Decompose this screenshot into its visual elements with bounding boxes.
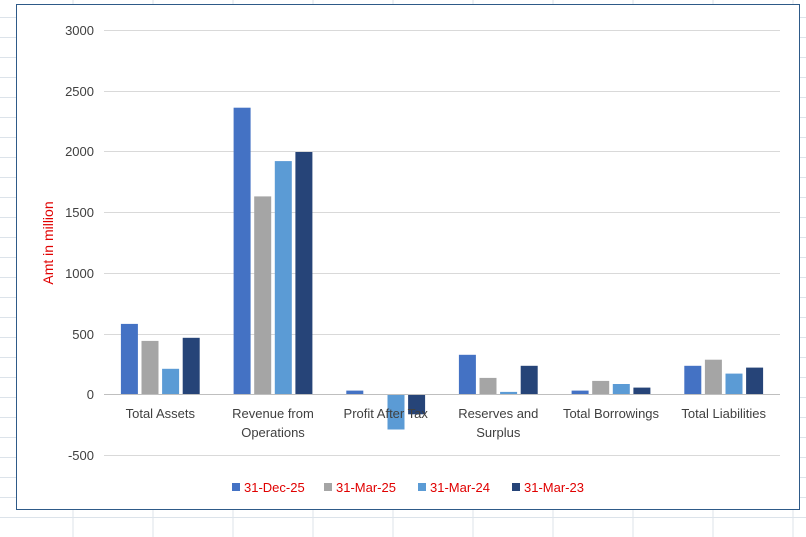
bar-31-Mar-25-total-borrowings[interactable] [592, 380, 610, 395]
bar-31-Mar-24-profit-after-tax[interactable] [387, 394, 405, 430]
bar-31-Mar-23-reserves-and-surplus[interactable] [520, 365, 538, 395]
y-tick-label: 2500 [65, 84, 94, 99]
bar-31-Dec-25-total-borrowings[interactable] [571, 390, 589, 395]
bar-31-Mar-24-revenue-from-operations[interactable] [274, 161, 292, 395]
bar-31-Dec-25-profit-after-tax[interactable] [346, 390, 364, 395]
legend-swatch [418, 483, 426, 491]
legend-swatch [324, 483, 332, 491]
bar-31-Mar-24-reserves-and-surplus[interactable] [500, 391, 518, 395]
bar-31-Mar-24-total-assets[interactable] [162, 368, 180, 395]
legend-label: 31-Mar-23 [524, 480, 584, 495]
bar-31-Mar-25-reserves-and-surplus[interactable] [479, 377, 497, 395]
x-category-label: Total Liabilities [681, 406, 766, 421]
x-category-label: Surplus [476, 425, 521, 440]
y-tick-label: 1500 [65, 205, 94, 220]
y-tick-label: 500 [72, 327, 94, 342]
legend: 31-Dec-25 31-Mar-25 31-Mar-24 31-Mar-23 [232, 480, 584, 495]
legend-label: 31-Mar-25 [336, 480, 396, 495]
bar-31-Mar-24-total-borrowings[interactable] [612, 384, 630, 395]
bar-31-Mar-25-revenue-from-operations[interactable] [254, 196, 272, 395]
y-tick-label: 3000 [65, 23, 94, 38]
bar-31-Dec-25-revenue-from-operations[interactable] [233, 107, 251, 395]
y-tick-label: -500 [68, 448, 94, 463]
bar-31-Mar-23-total-assets[interactable] [182, 337, 200, 395]
bar-31-Mar-25-total-assets[interactable] [141, 340, 159, 395]
x-category-label: Operations [241, 425, 305, 440]
bar-31-Mar-23-revenue-from-operations[interactable] [295, 152, 313, 395]
chart-axes: 3000 2500 2000 1500 1000 500 0 -500 Total Assets… [65, 23, 780, 463]
x-category-label: Reserves and [458, 406, 538, 421]
bar-31-Dec-25-reserves-and-surplus[interactable] [458, 354, 476, 395]
y-tick-label: 1000 [65, 266, 94, 281]
y-tick-label: 2000 [65, 144, 94, 159]
legend-swatch [512, 483, 520, 491]
x-category-label: Total Assets [126, 406, 196, 421]
chart-area[interactable] [16, 4, 800, 510]
bar-31-Mar-23-profit-after-tax[interactable] [408, 394, 426, 415]
legend-label: 31-Mar-24 [430, 480, 490, 495]
bar-31-Mar-23-total-liabilities[interactable] [746, 367, 764, 395]
legend-swatch [232, 483, 240, 491]
y-axis-label: Amt in million [40, 201, 56, 284]
legend-label: 31-Dec-25 [244, 480, 305, 495]
chart-bars [120, 107, 764, 430]
bar-31-Dec-25-total-liabilities[interactable] [684, 365, 702, 395]
bar-31-Mar-25-total-liabilities[interactable] [704, 359, 722, 395]
bar-31-Mar-23-total-borrowings[interactable] [633, 387, 651, 395]
x-category-label: Revenue from [232, 406, 314, 421]
x-category-label: Total Borrowings [563, 406, 660, 421]
x-category-label: Profit After Tax [344, 406, 429, 421]
bar-31-Mar-24-total-liabilities[interactable] [725, 373, 743, 395]
y-tick-label: 0 [87, 387, 94, 402]
chart-gridlines [104, 30, 780, 456]
bar-31-Dec-25-total-assets[interactable] [120, 323, 138, 395]
